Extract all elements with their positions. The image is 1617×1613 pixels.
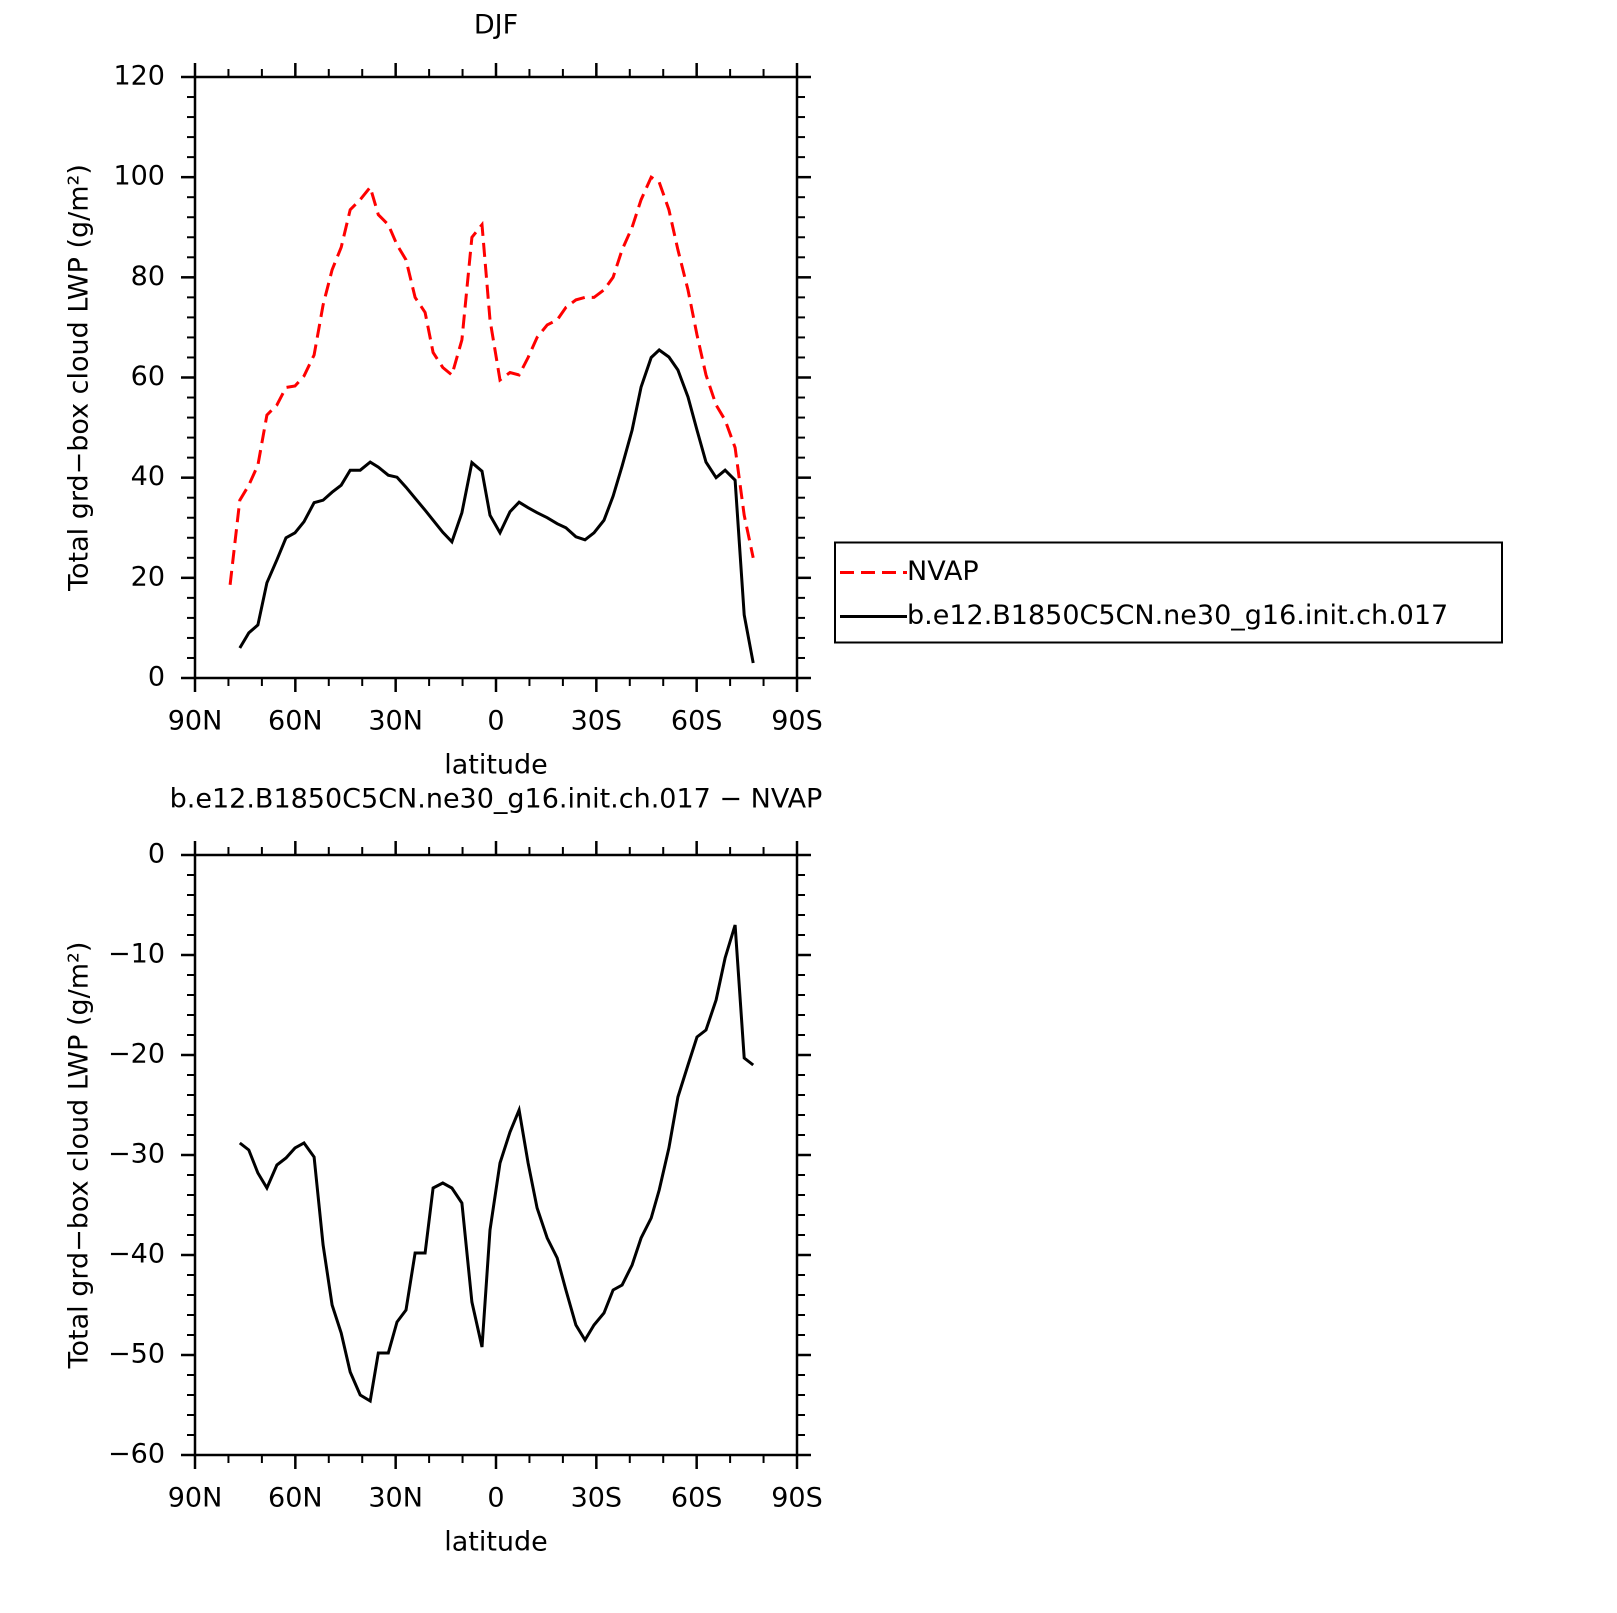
x-tick-label: 60N (268, 1483, 323, 1514)
x-tick-label: 90S (771, 1483, 823, 1514)
x-tick-label: 0 (487, 706, 504, 737)
y-tick-label: −60 (108, 1439, 165, 1470)
y-tick-label: 0 (148, 839, 165, 870)
chart-title: b.e12.B1850C5CN.ne30_g16.init.ch.017 − N… (170, 784, 823, 815)
x-tick-label: 60S (671, 706, 723, 737)
data-line (228, 175, 755, 585)
plot-frame (193, 853, 799, 1457)
y-tick-label: −20 (108, 1039, 165, 1070)
chart-title: DJF (474, 10, 518, 41)
y-axis-label: Total grd−box cloud LWP (g/m²) (64, 942, 95, 1370)
y-tick-label: 20 (131, 561, 165, 592)
legend-box (834, 541, 1503, 644)
y-tick-label: 120 (113, 61, 165, 92)
x-tick-label: 90N (168, 706, 223, 737)
y-tick-label: 60 (131, 361, 165, 392)
x-tick-label: 0 (487, 1483, 504, 1514)
y-tick-label: 0 (148, 662, 165, 693)
y-tick-label: 80 (131, 261, 165, 292)
y-tick-label: −10 (108, 939, 165, 970)
y-tick-label: 100 (113, 161, 165, 192)
x-tick-label: 30S (571, 706, 623, 737)
y-axis-label: Total grd−box cloud LWP (g/m²) (64, 164, 95, 592)
x-tick-label: 30N (368, 1483, 423, 1514)
x-axis-label: latitude (444, 750, 548, 781)
y-tick-label: −30 (108, 1139, 165, 1170)
y-tick-label: −50 (108, 1339, 165, 1370)
data-line (238, 924, 755, 1404)
legend-label: NVAP (907, 556, 979, 587)
x-tick-label: 90N (168, 1483, 223, 1514)
y-tick-label: −40 (108, 1239, 165, 1270)
x-tick-label: 60S (671, 1483, 723, 1514)
data-line (238, 348, 755, 664)
legend-label: b.e12.B1850C5CN.ne30_g16.init.ch.017 (907, 600, 1448, 631)
x-tick-label: 30S (571, 1483, 623, 1514)
x-tick-label: 30N (368, 706, 423, 737)
x-tick-label: 60N (268, 706, 323, 737)
x-tick-label: 90S (771, 706, 823, 737)
y-tick-label: 40 (131, 461, 165, 492)
x-axis-label: latitude (444, 1527, 548, 1558)
